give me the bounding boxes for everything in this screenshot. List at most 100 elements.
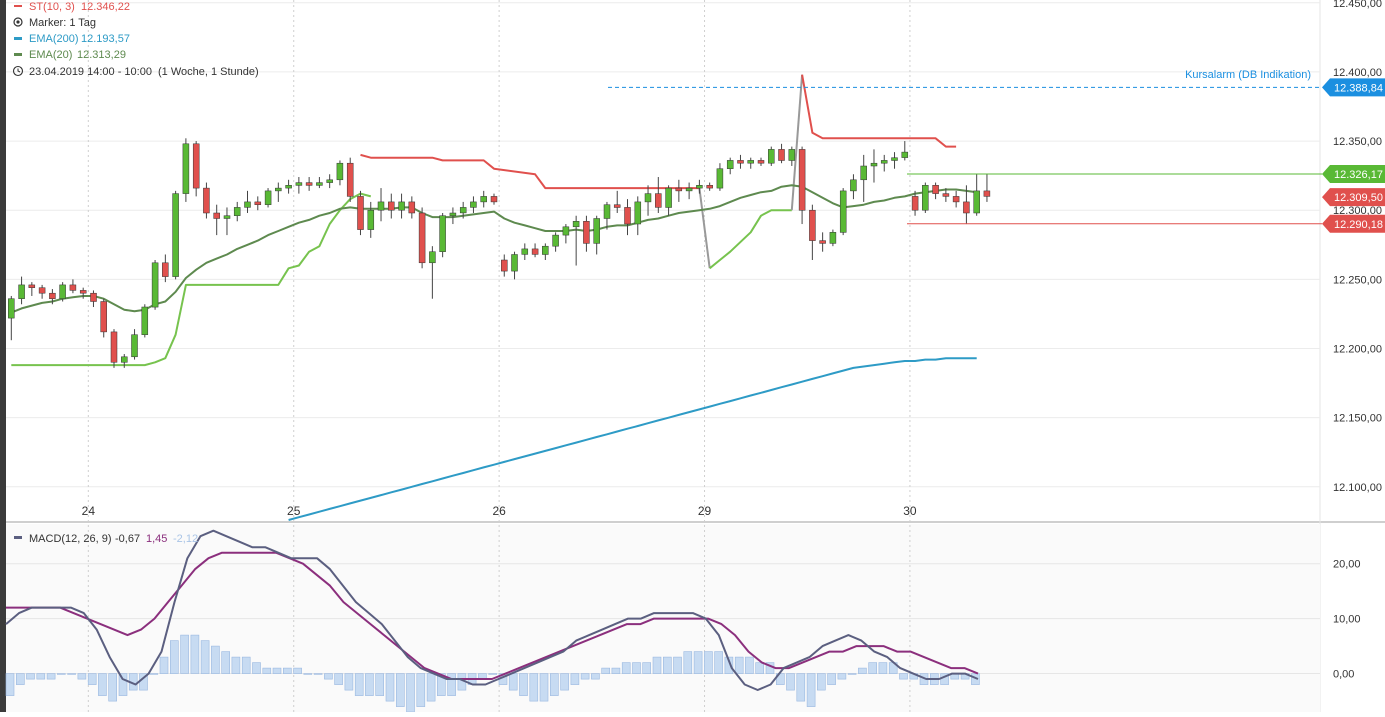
candle-up: [644, 193, 652, 203]
candle-up: [285, 185, 292, 189]
candle-down: [983, 190, 991, 197]
candle-up: [470, 201, 477, 208]
x-tick-label: 30: [903, 504, 917, 518]
legend-marker[interactable]: Marker: 1 Tag: [13, 17, 96, 29]
macd-line: [5, 529, 979, 691]
candle-up: [480, 196, 487, 203]
macd-histogram-bar: [406, 673, 415, 713]
candle-up: [336, 162, 344, 181]
macd-histogram-bar: [395, 673, 405, 707]
macd-swatch: [14, 536, 22, 539]
ema20-label: EMA(20): [29, 49, 72, 61]
ema200-swatch: [14, 37, 22, 40]
candle-down: [49, 292, 56, 299]
macd-histogram-bar: [56, 673, 66, 675]
macd-histogram-bar: [324, 673, 333, 680]
macd-legend[interactable]: MACD(12, 26, 9) -0,67 1,45 -2,12: [14, 533, 198, 545]
price-tags[interactable]: 12.388,84 12.326,17 12.309,50 12.290,18: [1322, 78, 1385, 233]
alarm-label[interactable]: Kursalarm (DB Indikation): [1185, 69, 1311, 81]
candle-up: [665, 187, 672, 208]
legend: ST(10, 3) 12.346,22 Marker: 1 Tag EMA(20…: [12, 1, 259, 78]
supertrend-segment: [11, 192, 372, 367]
y-tick-label: 12.200,00: [1333, 344, 1382, 356]
candle-down: [911, 196, 919, 211]
window-edge: [0, 0, 6, 712]
legend-ema200[interactable]: EMA(200) 12.193,57: [14, 33, 130, 45]
price-axis[interactable]: 12.450,00 12.400,00 12.350,00 12.300,00 12.2…: [1333, 0, 1382, 494]
candle-down: [203, 187, 210, 214]
macd-histogram-bar: [745, 656, 754, 674]
macd-histogram-bar: [108, 673, 117, 702]
alarm-price-tag-text: 12.388,84: [1334, 82, 1383, 94]
candle-down: [418, 212, 426, 264]
candle-up: [552, 234, 559, 247]
candle-up: [696, 185, 703, 189]
supertrend-segment: [360, 153, 700, 190]
candle-up: [839, 190, 847, 233]
price-tag-0-text: 12.326,17: [1334, 169, 1383, 181]
macd-hist-value: -2,12: [173, 533, 198, 545]
candle-up: [59, 284, 66, 299]
candle-down: [357, 196, 364, 230]
legend-ema20[interactable]: EMA(20) 12.313,29: [14, 49, 126, 61]
macd-histogram-bar: [529, 673, 539, 702]
candle-down: [79, 290, 87, 294]
candle-down: [90, 292, 97, 302]
candle-up: [275, 187, 282, 192]
macd-histogram: [5, 634, 980, 713]
candle-up: [901, 151, 909, 158]
candle-up: [244, 201, 251, 208]
macd-histogram-bar: [570, 673, 580, 685]
x-tick-label: 26: [492, 504, 506, 518]
time-axis[interactable]: 24 25 26 29 30: [82, 504, 917, 518]
ema200-series: [288, 357, 977, 521]
macd-histogram-bar: [5, 673, 15, 696]
clock-icon-hands: [17, 68, 21, 73]
candle-up: [603, 204, 611, 219]
macd-histogram-bar: [878, 662, 888, 674]
price-tag-1: [1322, 188, 1385, 207]
legend-st[interactable]: ST(10, 3) 12.346,22: [14, 1, 130, 13]
candle-down: [706, 185, 713, 189]
y-tick-label: 12.300,00: [1333, 205, 1382, 217]
candle-down: [100, 301, 107, 333]
candle-up: [973, 190, 980, 214]
candle-up: [439, 215, 446, 252]
candle-down: [737, 160, 744, 164]
candle-down: [952, 196, 960, 203]
candle-up: [562, 226, 570, 236]
macd-histogram-bar: [611, 667, 621, 674]
macd-histogram-bar: [211, 645, 220, 674]
macd-histogram-bar: [118, 673, 128, 696]
macd-histogram-bar: [632, 662, 641, 674]
candle-up: [8, 298, 15, 319]
candle-down: [624, 207, 631, 225]
y-tick-label: 12.100,00: [1333, 482, 1382, 494]
supertrend-segment: [801, 74, 957, 148]
macd-histogram-bar: [786, 673, 795, 691]
macd-histogram-bar: [313, 673, 323, 675]
macd-histogram-bar: [190, 634, 200, 674]
macd-histogram-bar: [693, 651, 703, 674]
macd-histogram-bar: [508, 673, 518, 691]
ema200-value: 12.193,57: [81, 33, 130, 45]
candle-up: [850, 179, 857, 192]
candle-up: [429, 251, 436, 264]
candle-up: [326, 179, 333, 183]
macd-histogram-bar: [601, 667, 611, 674]
candlestick-series: [8, 138, 991, 368]
candle-down: [942, 193, 950, 197]
candle-up: [233, 207, 241, 216]
macd-histogram-bar: [591, 673, 600, 680]
macd-histogram-bar: [67, 673, 76, 675]
ema20-series: [10, 184, 977, 314]
candle-up: [367, 209, 375, 230]
macd-histogram-bar: [180, 634, 189, 674]
candle-down: [38, 287, 46, 294]
macd-axis[interactable]: 20,00 10,00 0,00: [1333, 559, 1361, 681]
ema200-line: [288, 357, 977, 521]
grid: [6, 0, 1320, 712]
legend-period[interactable]: 23.04.2019 14:00 - 10:00 (1 Woche, 1 Stu…: [12, 65, 259, 78]
